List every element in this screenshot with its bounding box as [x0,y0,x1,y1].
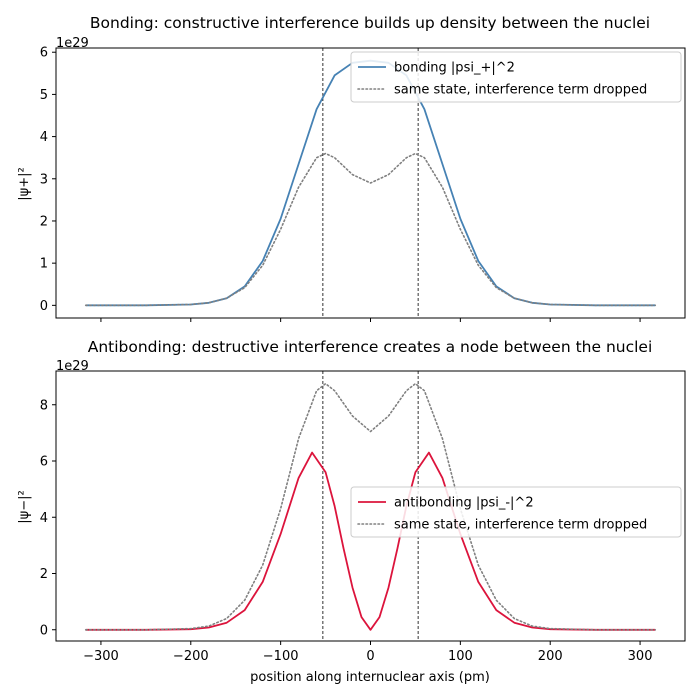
y-tick-label: 0 [40,299,48,314]
x-tick-label: 200 [538,649,563,664]
y-tick-label: 6 [40,46,48,61]
y-axis-label: |ψ−|² [17,490,32,523]
x-tick-label: 300 [628,649,653,664]
x-tick-label: −100 [263,649,299,664]
density-series [85,451,656,631]
no-interference-series [84,382,657,631]
y-tick-label: 4 [40,511,48,526]
chart-title: Bonding: constructive interference build… [90,14,650,32]
y-offset-text: 1e29 [56,36,89,51]
y-tick-label: 0 [40,623,48,638]
legend-label: bonding |psi_+|^2 [394,61,515,76]
legend-label: same state, interference term dropped [394,83,647,98]
legend-label: antibonding |psi_-|^2 [394,496,534,511]
chart-title: Antibonding: destructive interference cr… [88,338,653,356]
x-tick-label: −300 [83,649,119,664]
y-tick-label: 5 [40,88,48,103]
y-offset-text: 1e29 [56,359,89,374]
y-tick-label: 4 [40,130,48,145]
y-tick-label: 3 [40,172,48,187]
x-axis-label: position along internuclear axis (pm) [250,670,490,685]
y-tick-label: 8 [40,398,48,413]
x-tick-label: 0 [366,649,374,664]
antibonding-panel: Antibonding: destructive interference cr… [17,338,686,685]
y-tick-label: 2 [40,214,48,229]
legend-label: same state, interference term dropped [394,518,647,533]
legend-box [350,486,682,538]
x-tick-label: 100 [448,649,473,664]
legend-box [350,51,682,103]
x-tick-label: −200 [173,649,209,664]
y-tick-label: 1 [40,257,48,272]
y-tick-label: 6 [40,455,48,470]
y-tick-label: 2 [40,567,48,582]
no-interference-series [84,152,657,307]
plot-area: 0 2 4 6 8 −300 −200 −100 0 100 200 300 antibonding |… [40,370,686,664]
bonding-panel: Bonding: constructive interference build… [17,14,686,322]
y-axis-label: |ψ+|² [17,167,32,200]
